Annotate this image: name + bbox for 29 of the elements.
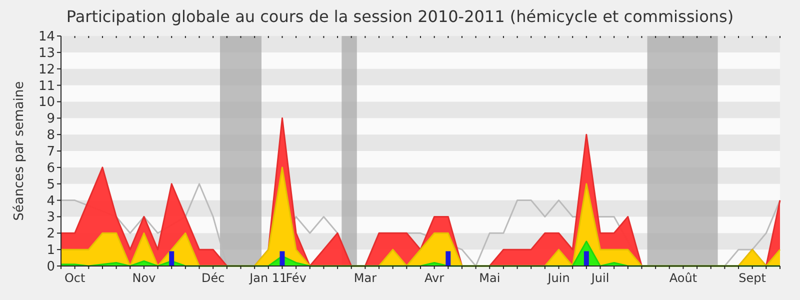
x-tick-label: Oct — [64, 271, 86, 285]
x-tick-label: Sept — [738, 271, 766, 285]
y-tick-label: 2 — [46, 226, 55, 242]
x-tick-label: Déc — [201, 271, 225, 285]
x-tick-label: Jan 11 — [248, 271, 288, 285]
y-tick-label: 9 — [46, 112, 55, 127]
x-tick-label: Mar — [354, 271, 377, 285]
y-tick-label: 13 — [38, 46, 55, 61]
y-tick-label: 0 — [46, 260, 55, 274]
y-tick-label: 11 — [38, 78, 55, 94]
x-tick-label: Août — [669, 271, 698, 285]
y-tick-label: 10 — [38, 95, 55, 110]
y-tick-label: 7 — [46, 144, 55, 160]
y-tick-label: 14 — [38, 30, 55, 44]
y-tick-label: 12 — [38, 62, 55, 78]
x-tick-label: Juin — [546, 271, 570, 285]
x-tick-label: Avr — [424, 271, 444, 285]
y-tick-label: 1 — [46, 243, 55, 258]
x-tick-label: Mai — [479, 271, 500, 285]
y-tick-label: 6 — [46, 160, 55, 176]
x-tick-label: Nov — [132, 271, 156, 285]
y-tick-label: 4 — [46, 194, 55, 209]
y-tick-label: 8 — [46, 128, 55, 144]
y-tick-label: 5 — [46, 177, 55, 192]
y-tick-label: 3 — [46, 210, 55, 226]
x-tick-label: Fév — [286, 271, 306, 285]
y-axis-title: Séances par semaine — [12, 81, 27, 221]
chart-title: Participation globale au cours de la session 2010-2011 (hémicycle et commissions) — [66, 7, 734, 26]
x-tick-label: Juil — [590, 271, 610, 285]
